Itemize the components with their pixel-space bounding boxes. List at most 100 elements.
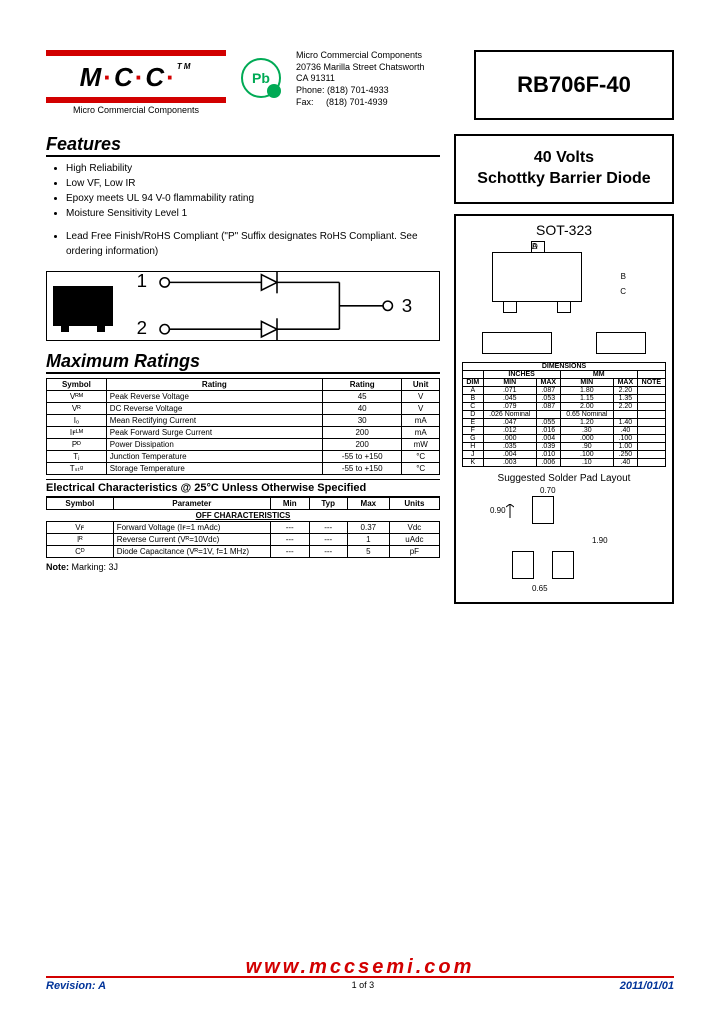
max-ratings-table: Symbol Rating Rating Unit VᴿᴹPeak Revers… — [46, 378, 440, 475]
footer-url: www.mccsemi.com — [46, 956, 674, 979]
col-header: Units — [389, 498, 439, 510]
dim-label: 0.70 — [540, 486, 556, 495]
dim-heading: DIMENSIONS — [463, 362, 666, 370]
table-row: IꜰᴸᴹPeak Forward Surge Current200mA — [47, 427, 440, 439]
features-section: Features High Reliability Low VF, Low IR… — [46, 134, 440, 259]
max-ratings-heading: Maximum Ratings — [46, 351, 440, 374]
package-outline-box: SOT-323 A D B C DIMENSIONS INCHES — [454, 214, 674, 604]
feature-item: Epoxy meets UL 94 V-0 flammability ratin… — [66, 191, 440, 206]
logo-bar-bottom — [46, 97, 226, 103]
table-row: VᴿDC Reverse Voltage40V — [47, 403, 440, 415]
table-row: IₒMean Rectifying Current30mA — [47, 415, 440, 427]
part-number-box: RB706F-40 — [474, 50, 674, 120]
company-address: Micro Commercial Components 20736 Marill… — [296, 50, 425, 108]
side-view-outline — [482, 332, 552, 354]
logo-bar-top — [46, 50, 226, 56]
dim-group-row: INCHES MM — [463, 370, 666, 378]
table-row: IᴿReverse Current (Vᴿ=10Vdc)------1uAdc — [47, 534, 440, 546]
logo-text: M·C·C·TM — [46, 58, 226, 97]
elec-char-table: Symbol Parameter Min Typ Max Units OFF C… — [46, 497, 440, 558]
solder-pad-title: Suggested Solder Pad Layout — [462, 473, 666, 484]
addr-line: CA 91311 — [296, 73, 425, 85]
phone-line: Phone: (818) 701-4933 — [296, 85, 425, 97]
rohs-badge-block: Pb — [236, 50, 286, 106]
table-row: H.035.039.901.00 — [463, 442, 666, 450]
col-header: Rating — [322, 379, 401, 391]
table-row: VᴿᴹPeak Reverse Voltage45V — [47, 391, 440, 403]
package-icon — [53, 286, 113, 326]
fax-line: Fax: (818) 701-4939 — [296, 97, 425, 109]
elec-char-heading: Electrical Characteristics @ 25°C Unless… — [46, 479, 440, 497]
company-logo-block: M·C·C·TM Micro Commercial Components — [46, 50, 226, 115]
table-row: VꜰForward Voltage (Iꜰ=1 mAdc)------0.37V… — [47, 522, 440, 534]
col-header: Min — [270, 498, 309, 510]
table-header-row: Symbol Parameter Min Typ Max Units — [47, 498, 440, 510]
col-header: Symbol — [47, 498, 114, 510]
solder-pad — [532, 496, 554, 524]
feature-item: Low VF, Low IR — [66, 176, 440, 191]
addr-line: Micro Commercial Components — [296, 50, 425, 62]
table-row: PᴰPower Dissipation200mW — [47, 439, 440, 451]
elec-char-section: Electrical Characteristics @ 25°C Unless… — [46, 479, 440, 572]
table-row: TₛₜᵍStorage Temperature-55 to +150°C — [47, 463, 440, 475]
title-line: 40 Volts — [462, 148, 666, 169]
table-row: B.045.0531.151.35 — [463, 394, 666, 402]
features-list: High Reliability Low VF, Low IR Epoxy me… — [66, 161, 440, 259]
schematic-box: 1 2 3 — [46, 271, 440, 341]
table-row: G.000.004.000.100 — [463, 434, 666, 442]
col-header: Typ — [309, 498, 347, 510]
left-column: Features High Reliability Low VF, Low IR… — [46, 134, 440, 604]
col-header: Unit — [402, 379, 440, 391]
pb-free-icon: Pb — [241, 58, 281, 98]
top-view-outline — [492, 252, 582, 302]
table-row: K.003.006.10.40 — [463, 458, 666, 466]
table-row: CᴰDiode Capacitance (Vᴿ=1V, f=1 MHz)----… — [47, 546, 440, 558]
addr-line: 20736 Marilla Street Chatsworth — [296, 62, 425, 74]
page-number: 1 of 3 — [352, 980, 375, 992]
page-footer: www.mccsemi.com Revision: A 1 of 3 2011/… — [46, 976, 674, 992]
product-title-box: 40 Volts Schottky Barrier Diode — [454, 134, 674, 204]
pin-label: 1 — [137, 270, 147, 291]
features-heading: Features — [46, 134, 440, 157]
solder-pad — [512, 551, 534, 579]
footer-date: 2011/01/01 — [620, 980, 674, 992]
feature-item: Lead Free Finish/RoHS Compliant ("P" Suf… — [66, 229, 440, 259]
title-line: Schottky Barrier Diode — [462, 169, 666, 190]
pin-label: 3 — [402, 295, 412, 316]
dimensions-table: DIMENSIONS INCHES MM DIM MIN MAX MIN MAX… — [462, 362, 666, 467]
content-columns: Features High Reliability Low VF, Low IR… — [46, 134, 674, 604]
feature-item: High Reliability — [66, 161, 440, 176]
pin-diagram: 1 2 3 — [121, 259, 433, 353]
package-name: SOT-323 — [462, 222, 666, 238]
marking-note: Note: Marking: 3J — [46, 562, 440, 572]
revision: Revision: A — [46, 980, 106, 992]
table-row: C.079.0872.002.20 — [463, 402, 666, 410]
col-header: Max — [347, 498, 389, 510]
solder-pad-drawing: 0.70 0.90 1.90 0.65 — [462, 486, 666, 596]
col-header: Symbol — [47, 379, 107, 391]
col-header: Parameter — [113, 498, 270, 510]
dim-label: 1.90 — [592, 536, 608, 545]
pin-label: 2 — [137, 317, 147, 338]
feature-item: Moisture Sensitivity Level 1 — [66, 206, 440, 221]
table-row: D.026 Nominal0.65 Nominal — [463, 410, 666, 418]
table-header-row: Symbol Rating Rating Unit — [47, 379, 440, 391]
right-column: 40 Volts Schottky Barrier Diode SOT-323 … — [454, 134, 674, 604]
table-row: J.004.010.100.250 — [463, 450, 666, 458]
dim-col-row: DIM MIN MAX MIN MAX NOTE — [463, 378, 666, 386]
col-header: Rating — [106, 379, 322, 391]
table-row: F.012.016.30.40 — [463, 426, 666, 434]
dim-label: 0.90 — [490, 506, 506, 515]
header: M·C·C·TM Micro Commercial Components Pb … — [46, 50, 674, 120]
table-row: A.071.0871.802.20 — [463, 386, 666, 394]
off-char-heading: OFF CHARACTERISTICS — [47, 510, 440, 522]
logo-subtitle: Micro Commercial Components — [46, 105, 226, 115]
max-ratings-section: Maximum Ratings Symbol Rating Rating Uni… — [46, 351, 440, 475]
end-view-outline — [596, 332, 646, 354]
dim-label: 0.65 — [532, 584, 548, 593]
table-row: TⱼJunction Temperature-55 to +150°C — [47, 451, 440, 463]
solder-pad — [552, 551, 574, 579]
table-row: E.047.0551.201.40 — [463, 418, 666, 426]
package-drawing: A D B C — [462, 242, 666, 362]
datasheet-page: M·C·C·TM Micro Commercial Components Pb … — [0, 0, 720, 1012]
